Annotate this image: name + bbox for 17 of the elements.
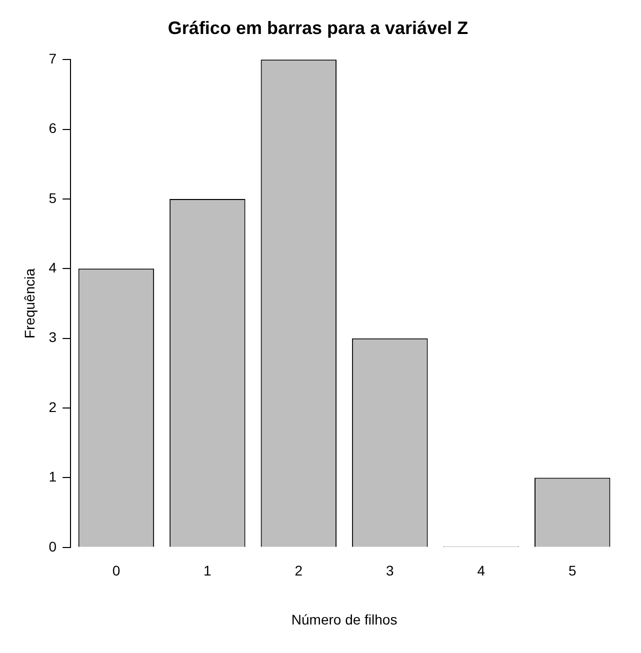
x-axis-title: Número de filhos (291, 611, 398, 628)
x-tick-label: 5 (568, 562, 576, 579)
x-tick-label: 0 (112, 562, 120, 579)
y-tick-label: 3 (48, 329, 57, 346)
x-tick-label: 1 (204, 562, 212, 579)
x-tick-label: 4 (477, 562, 486, 579)
chart-title: Gráfico em barras para a variável Z (168, 18, 468, 38)
y-tick-label: 6 (48, 120, 57, 136)
y-tick-label: 2 (48, 398, 57, 415)
y-tick-label: 1 (48, 468, 57, 485)
y-tick-label: 4 (48, 260, 57, 276)
x-tick-label: 3 (386, 562, 394, 579)
y-tick-label: 7 (48, 50, 57, 66)
y-tick-label: 0 (48, 538, 57, 554)
y-tick-label: 5 (48, 190, 57, 206)
x-tick-label: 2 (294, 562, 303, 579)
y-axis-title: Frequência (21, 268, 38, 339)
